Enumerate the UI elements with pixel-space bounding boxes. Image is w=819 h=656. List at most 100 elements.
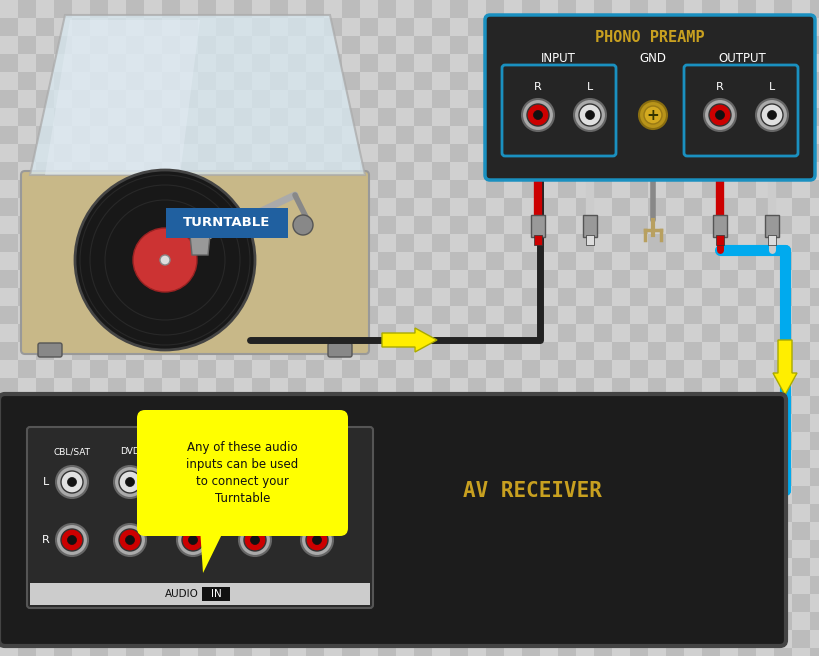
Bar <box>665 198 683 216</box>
Bar <box>665 504 683 522</box>
Bar <box>54 252 72 270</box>
Bar <box>360 126 378 144</box>
Bar <box>378 612 396 630</box>
Bar <box>755 486 773 504</box>
Bar <box>701 198 719 216</box>
Bar <box>557 522 575 540</box>
Bar <box>162 36 180 54</box>
Bar <box>522 234 540 252</box>
Bar <box>611 576 629 594</box>
Bar <box>791 306 809 324</box>
Bar <box>215 594 233 612</box>
Bar <box>665 0 683 18</box>
Bar <box>54 432 72 450</box>
Bar <box>755 270 773 288</box>
Bar <box>719 216 737 234</box>
Bar <box>305 72 324 90</box>
Bar <box>540 288 557 306</box>
Bar <box>54 54 72 72</box>
Circle shape <box>188 478 197 487</box>
Circle shape <box>182 471 204 493</box>
Bar <box>414 36 432 54</box>
Bar <box>540 558 557 576</box>
Bar <box>647 648 665 656</box>
Bar <box>450 18 468 36</box>
Bar <box>486 126 504 144</box>
Bar <box>36 414 54 432</box>
Bar <box>305 558 324 576</box>
Bar <box>378 306 396 324</box>
Bar <box>486 72 504 90</box>
Bar <box>215 450 233 468</box>
Bar <box>36 432 54 450</box>
Bar <box>36 270 54 288</box>
Bar <box>791 360 809 378</box>
Bar <box>593 504 611 522</box>
Bar <box>162 18 180 36</box>
Bar <box>432 612 450 630</box>
Bar <box>126 468 144 486</box>
Bar <box>593 396 611 414</box>
Bar <box>72 612 90 630</box>
Bar <box>486 378 504 396</box>
FancyBboxPatch shape <box>201 587 229 601</box>
Bar <box>144 198 162 216</box>
Bar <box>522 630 540 648</box>
Bar <box>593 612 611 630</box>
Bar <box>126 576 144 594</box>
Bar <box>305 576 324 594</box>
Bar <box>575 612 593 630</box>
Bar <box>683 0 701 18</box>
Bar <box>504 504 522 522</box>
Bar <box>432 36 450 54</box>
Bar <box>791 234 809 252</box>
Bar <box>701 72 719 90</box>
Bar <box>72 306 90 324</box>
Bar <box>18 18 36 36</box>
Bar <box>719 612 737 630</box>
Bar <box>378 360 396 378</box>
Bar <box>108 108 126 126</box>
Bar <box>629 288 647 306</box>
Bar <box>557 72 575 90</box>
Bar <box>108 432 126 450</box>
Bar <box>593 252 611 270</box>
Bar <box>180 396 197 414</box>
Bar <box>162 270 180 288</box>
Bar <box>647 144 665 162</box>
Bar <box>647 180 665 198</box>
Bar <box>611 252 629 270</box>
Bar <box>108 54 126 72</box>
Bar <box>719 558 737 576</box>
Bar <box>540 180 557 198</box>
Bar <box>432 432 450 450</box>
Bar <box>0 558 18 576</box>
Bar <box>360 594 378 612</box>
Bar <box>0 540 18 558</box>
Bar <box>432 90 450 108</box>
Bar <box>468 612 486 630</box>
Bar <box>215 270 233 288</box>
Bar <box>287 630 305 648</box>
Bar <box>144 378 162 396</box>
Bar <box>629 72 647 90</box>
Bar <box>504 144 522 162</box>
Bar <box>647 54 665 72</box>
Bar <box>504 234 522 252</box>
Bar <box>755 396 773 414</box>
Bar <box>36 90 54 108</box>
Bar <box>522 558 540 576</box>
Bar <box>414 72 432 90</box>
Bar <box>701 180 719 198</box>
Bar <box>557 558 575 576</box>
Bar <box>719 234 737 252</box>
Bar <box>251 198 269 216</box>
Bar <box>468 522 486 540</box>
Bar <box>791 378 809 396</box>
Bar <box>90 540 108 558</box>
Bar <box>180 648 197 656</box>
Bar <box>719 36 737 54</box>
Bar <box>809 360 819 378</box>
Bar <box>791 396 809 414</box>
Bar <box>0 504 18 522</box>
